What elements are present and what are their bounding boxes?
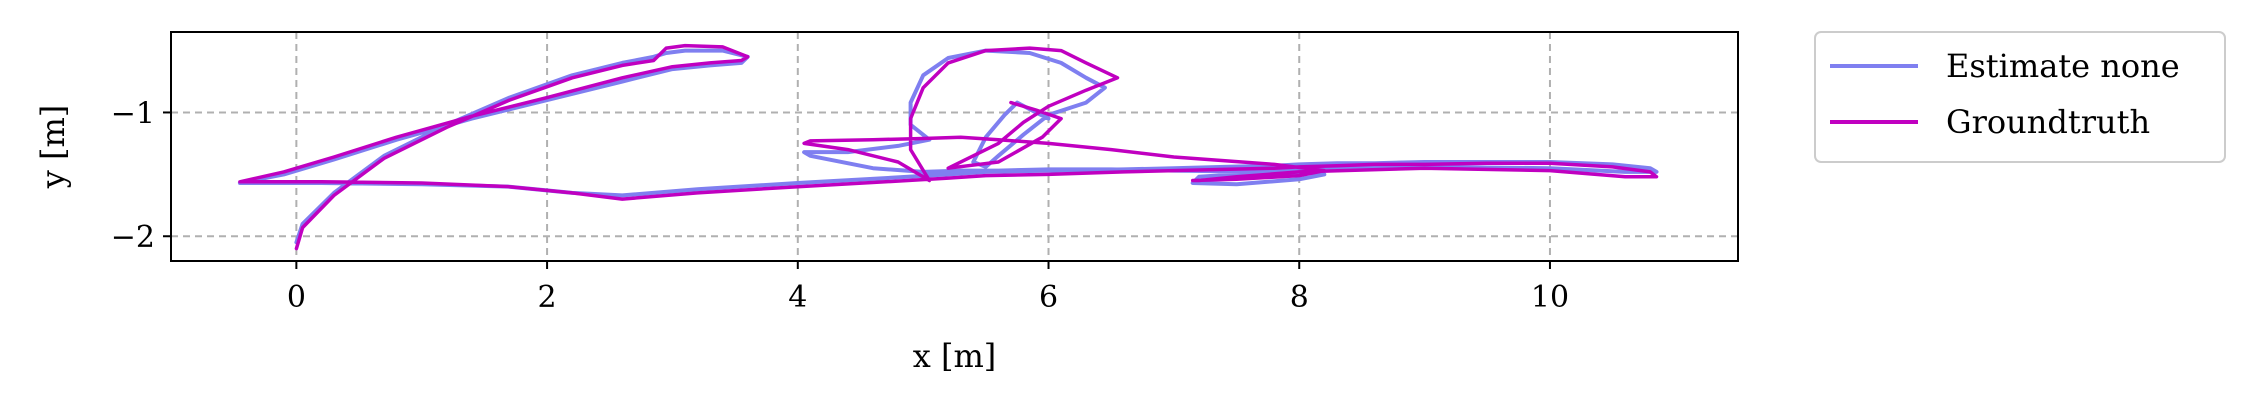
legend-label-estimate-none: Estimate none bbox=[1946, 47, 2180, 85]
y-axis-label: y [m] bbox=[34, 105, 72, 190]
x-axis-label: x [m] bbox=[913, 337, 997, 375]
grid-lines bbox=[171, 32, 1738, 261]
series-layer bbox=[237, 43, 1659, 251]
legend-label-groundtruth: Groundtruth bbox=[1946, 103, 2150, 141]
x-tick-label: 4 bbox=[788, 280, 807, 315]
series-line-groundtruth bbox=[238, 43, 1659, 251]
y-tick-label: −2 bbox=[111, 220, 155, 255]
x-tick-label: 2 bbox=[538, 280, 557, 315]
series-line-estimate-none bbox=[237, 48, 1659, 245]
axis-ticks: 0 2 4 6 8 10 −2 −1 bbox=[111, 96, 1569, 315]
plot-frame bbox=[170, 31, 1739, 262]
x-tick-label: 8 bbox=[1290, 280, 1309, 315]
legend: Estimate none Groundtruth bbox=[1814, 31, 2226, 163]
y-tick-label: −1 bbox=[111, 96, 155, 131]
x-tick-label: 10 bbox=[1531, 280, 1569, 315]
x-tick-label: 6 bbox=[1039, 280, 1058, 315]
x-tick-label: 0 bbox=[287, 280, 306, 315]
